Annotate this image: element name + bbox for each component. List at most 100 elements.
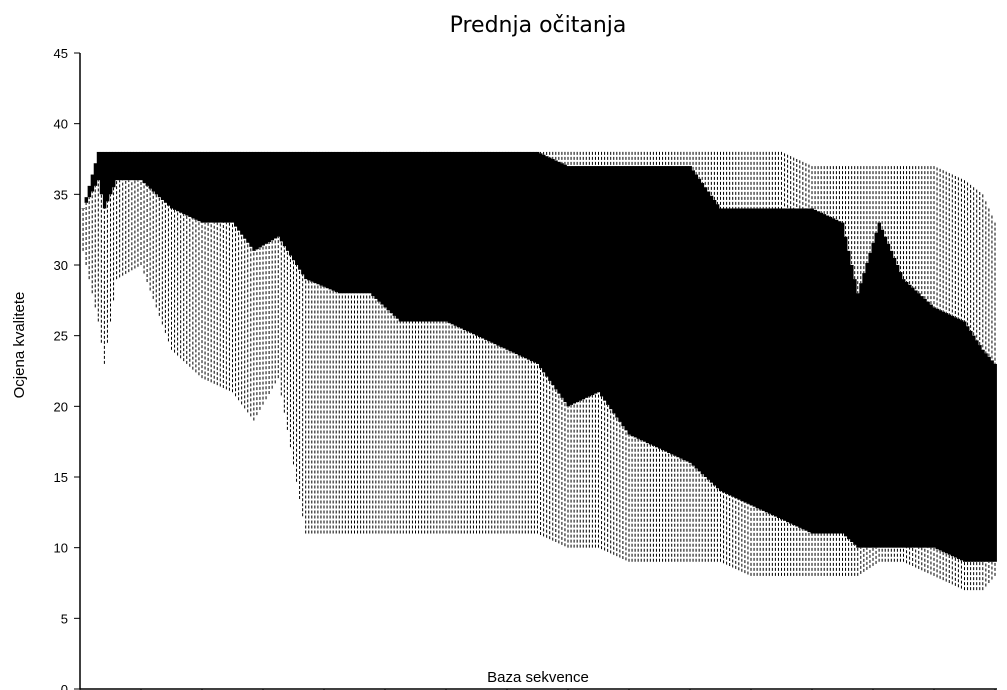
box-192 xyxy=(664,151,668,562)
box-214 xyxy=(731,151,735,568)
box-276 xyxy=(920,166,924,571)
box-283 xyxy=(941,170,946,581)
box-body-148 xyxy=(529,151,534,362)
box-127 xyxy=(465,151,470,534)
plot-area xyxy=(81,151,997,591)
box-body-32 xyxy=(176,151,180,212)
box-255 xyxy=(856,166,860,576)
box-body-188 xyxy=(651,166,656,446)
chart-title: Prednja očitanja xyxy=(450,13,627,38)
box-body-173 xyxy=(606,166,610,405)
box-body-232 xyxy=(786,208,790,523)
box-23 xyxy=(148,151,153,291)
box-body-290 xyxy=(962,321,967,562)
box-body-60 xyxy=(261,151,265,246)
box-247 xyxy=(831,166,836,576)
y-tick-label-10: 10 xyxy=(54,541,68,556)
box-77 xyxy=(313,151,317,534)
box-body-29 xyxy=(166,151,171,206)
box-298 xyxy=(987,208,991,583)
box-209 xyxy=(715,151,720,562)
box-body-194 xyxy=(670,166,674,455)
box-9 xyxy=(105,151,110,343)
box-38 xyxy=(194,151,198,373)
box-133 xyxy=(484,151,488,534)
box-body-242 xyxy=(816,211,821,534)
box-220 xyxy=(749,151,753,576)
box-body-26 xyxy=(157,151,162,198)
box-273 xyxy=(911,166,915,567)
box-34 xyxy=(182,151,186,362)
box-228 xyxy=(773,151,778,576)
box-body-286 xyxy=(950,315,955,557)
box-212 xyxy=(725,151,729,565)
box-254 xyxy=(853,166,857,576)
y-tick-label-15: 15 xyxy=(54,470,68,485)
box-5 xyxy=(93,163,98,308)
box-body-112 xyxy=(420,151,424,322)
box-285 xyxy=(947,173,952,583)
box-178 xyxy=(621,151,625,559)
box-42 xyxy=(206,151,211,381)
box-162 xyxy=(572,151,577,548)
box-body-204 xyxy=(700,183,705,475)
box-body-15 xyxy=(124,151,128,181)
box-222 xyxy=(755,151,760,576)
box-body-225 xyxy=(764,208,769,513)
box-body-271 xyxy=(905,281,909,548)
box-275 xyxy=(917,166,921,569)
box-body-127 xyxy=(465,151,470,332)
box-body-179 xyxy=(624,166,628,431)
box-body-270 xyxy=(901,279,906,548)
box-74 xyxy=(304,151,308,534)
box-135 xyxy=(490,151,494,534)
box-88 xyxy=(346,151,351,534)
box-body-89 xyxy=(349,151,354,294)
box-218 xyxy=(743,151,747,574)
box-body-268 xyxy=(895,265,900,548)
box-200 xyxy=(688,151,692,562)
box-53 xyxy=(240,151,244,405)
box-body-24 xyxy=(151,151,156,192)
box-body-219 xyxy=(746,208,750,504)
box-241 xyxy=(813,166,817,576)
box-body-69 xyxy=(288,151,293,256)
box-166 xyxy=(584,151,589,548)
box-118 xyxy=(438,151,442,534)
box-body-182 xyxy=(633,166,638,438)
box-body-145 xyxy=(520,151,525,357)
box-body-81 xyxy=(325,151,329,289)
box-101 xyxy=(386,151,390,534)
box-body-163 xyxy=(575,166,580,403)
box-46 xyxy=(218,151,223,387)
box-182 xyxy=(633,151,638,562)
box-161 xyxy=(569,151,573,548)
box-body-42 xyxy=(206,151,211,223)
box-body-105 xyxy=(398,151,403,322)
box-body-57 xyxy=(252,151,256,251)
box-16 xyxy=(127,151,131,273)
box-185 xyxy=(642,151,647,562)
box-body-56 xyxy=(249,151,253,247)
box-body-59 xyxy=(258,151,262,248)
box-6 xyxy=(96,151,101,322)
box-body-131 xyxy=(478,151,482,338)
box-body-30 xyxy=(169,151,174,209)
box-body-192 xyxy=(664,166,668,452)
box-28 xyxy=(163,151,168,333)
box-226 xyxy=(767,151,772,576)
box-body-233 xyxy=(789,208,793,524)
box-84 xyxy=(334,151,339,534)
box-2 xyxy=(84,197,89,265)
box-body-291 xyxy=(966,326,970,562)
box-body-1 xyxy=(81,208,85,209)
y-tick-label-45: 45 xyxy=(54,46,68,61)
box-268 xyxy=(895,166,900,562)
box-body-297 xyxy=(984,353,988,562)
box-267 xyxy=(892,166,897,562)
box-69 xyxy=(288,151,293,448)
box-47 xyxy=(221,151,226,388)
box-288 xyxy=(956,177,961,588)
box-278 xyxy=(926,166,930,574)
box-body-25 xyxy=(154,151,159,195)
